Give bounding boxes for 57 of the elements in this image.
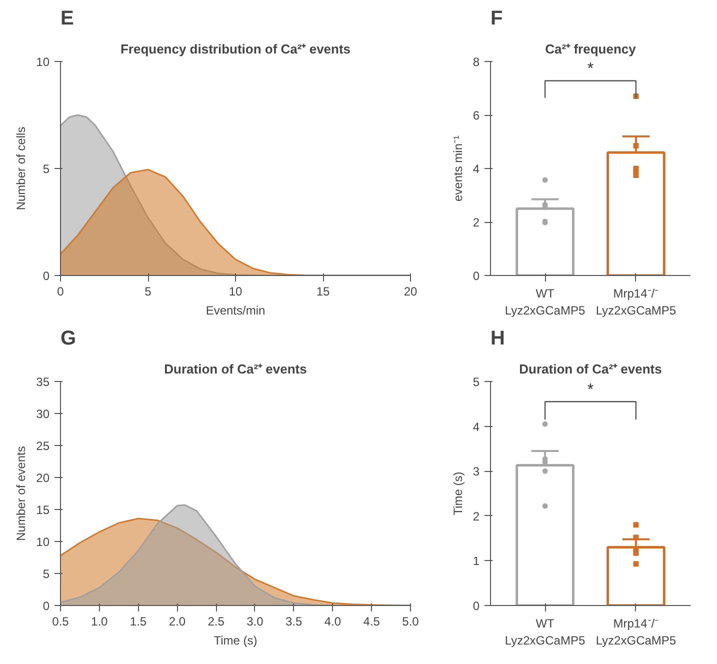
- x-axis-title: Events/min: [206, 304, 266, 318]
- text: E: [60, 8, 74, 30]
- y-axis-title: events min⁻¹: [450, 135, 465, 202]
- x-tick-label: 15: [316, 284, 330, 298]
- y-tick-label: 25: [36, 439, 50, 453]
- y-tick-label: 35: [36, 375, 50, 389]
- text: F: [490, 8, 503, 30]
- y-tick-label: 8: [472, 55, 480, 69]
- chart-title: Frequency distribution of Ca²⁺ events: [120, 42, 351, 56]
- y-axis-title: Time (s): [450, 472, 465, 516]
- x-tick-label: 5.0: [402, 614, 420, 628]
- x-tick-label: 4.5: [363, 614, 380, 628]
- y-tick-label: 0: [472, 269, 480, 283]
- annotation: *: [587, 60, 594, 78]
- y-tick-label: 10: [36, 55, 50, 69]
- y-tick-label: 10: [36, 535, 50, 549]
- x-tick-label: 2.0: [168, 614, 186, 628]
- chart-title: Duration of Ca²⁺ events: [519, 362, 662, 376]
- y-tick-label: 5: [472, 375, 480, 389]
- x-tick-label: 5: [144, 284, 152, 298]
- y-tick-label: 20: [36, 471, 50, 485]
- chart-title: Duration of Ca²⁺ events: [164, 362, 307, 376]
- annotation: *: [587, 381, 594, 398]
- x-tick-label: Mrp14⁻/⁻ Lyz2xGCaMP5: [596, 616, 676, 648]
- x-tick-label: 1.5: [130, 614, 147, 628]
- x-tick-label: 2.5: [208, 614, 225, 628]
- x-tick-label: 1.0: [91, 614, 108, 628]
- y-tick-label: 0: [42, 599, 50, 613]
- y-tick-label: 15: [36, 503, 50, 517]
- y-tick-label: 5: [42, 162, 50, 176]
- y-axis-title: Number of events: [14, 446, 28, 541]
- y-tick-label: 2: [472, 216, 480, 230]
- x-tick-label: Mrp14⁻/⁻ Lyz2xGCaMP5: [596, 286, 676, 318]
- chart-title: Ca²⁺ frequency: [545, 42, 637, 56]
- y-tick-label: 5: [42, 567, 50, 581]
- x-axis-title: Time (s): [214, 634, 258, 648]
- y-tick-label: 30: [36, 407, 50, 421]
- y-axis-title: Number of cells: [14, 126, 28, 210]
- text: G: [60, 328, 76, 350]
- y-tick-label: 4: [472, 162, 480, 176]
- x-tick-label: 3.5: [285, 614, 302, 628]
- y-tick-label: 2: [472, 509, 480, 524]
- y-tick-label: 0: [42, 269, 50, 283]
- x-tick-label: 10: [228, 284, 242, 298]
- y-tick-label: 1: [472, 554, 480, 568]
- x-tick-label: WT Lyz2xGCaMP5: [504, 616, 586, 648]
- y-tick-label: 4: [472, 420, 480, 434]
- y-tick-label: 6: [472, 108, 480, 122]
- x-tick-label: 20: [404, 284, 418, 298]
- y-tick-label: 3: [472, 464, 480, 479]
- y-tick-label: 0: [472, 599, 480, 613]
- text: H: [490, 328, 505, 350]
- x-tick-label: 0.5: [52, 614, 70, 628]
- x-tick-label: 0: [57, 284, 64, 298]
- x-tick-label: 3.0: [246, 614, 264, 628]
- x-tick-label: 4.0: [324, 614, 342, 628]
- x-tick-label: WT Lyz2xGCaMP5: [504, 286, 586, 318]
